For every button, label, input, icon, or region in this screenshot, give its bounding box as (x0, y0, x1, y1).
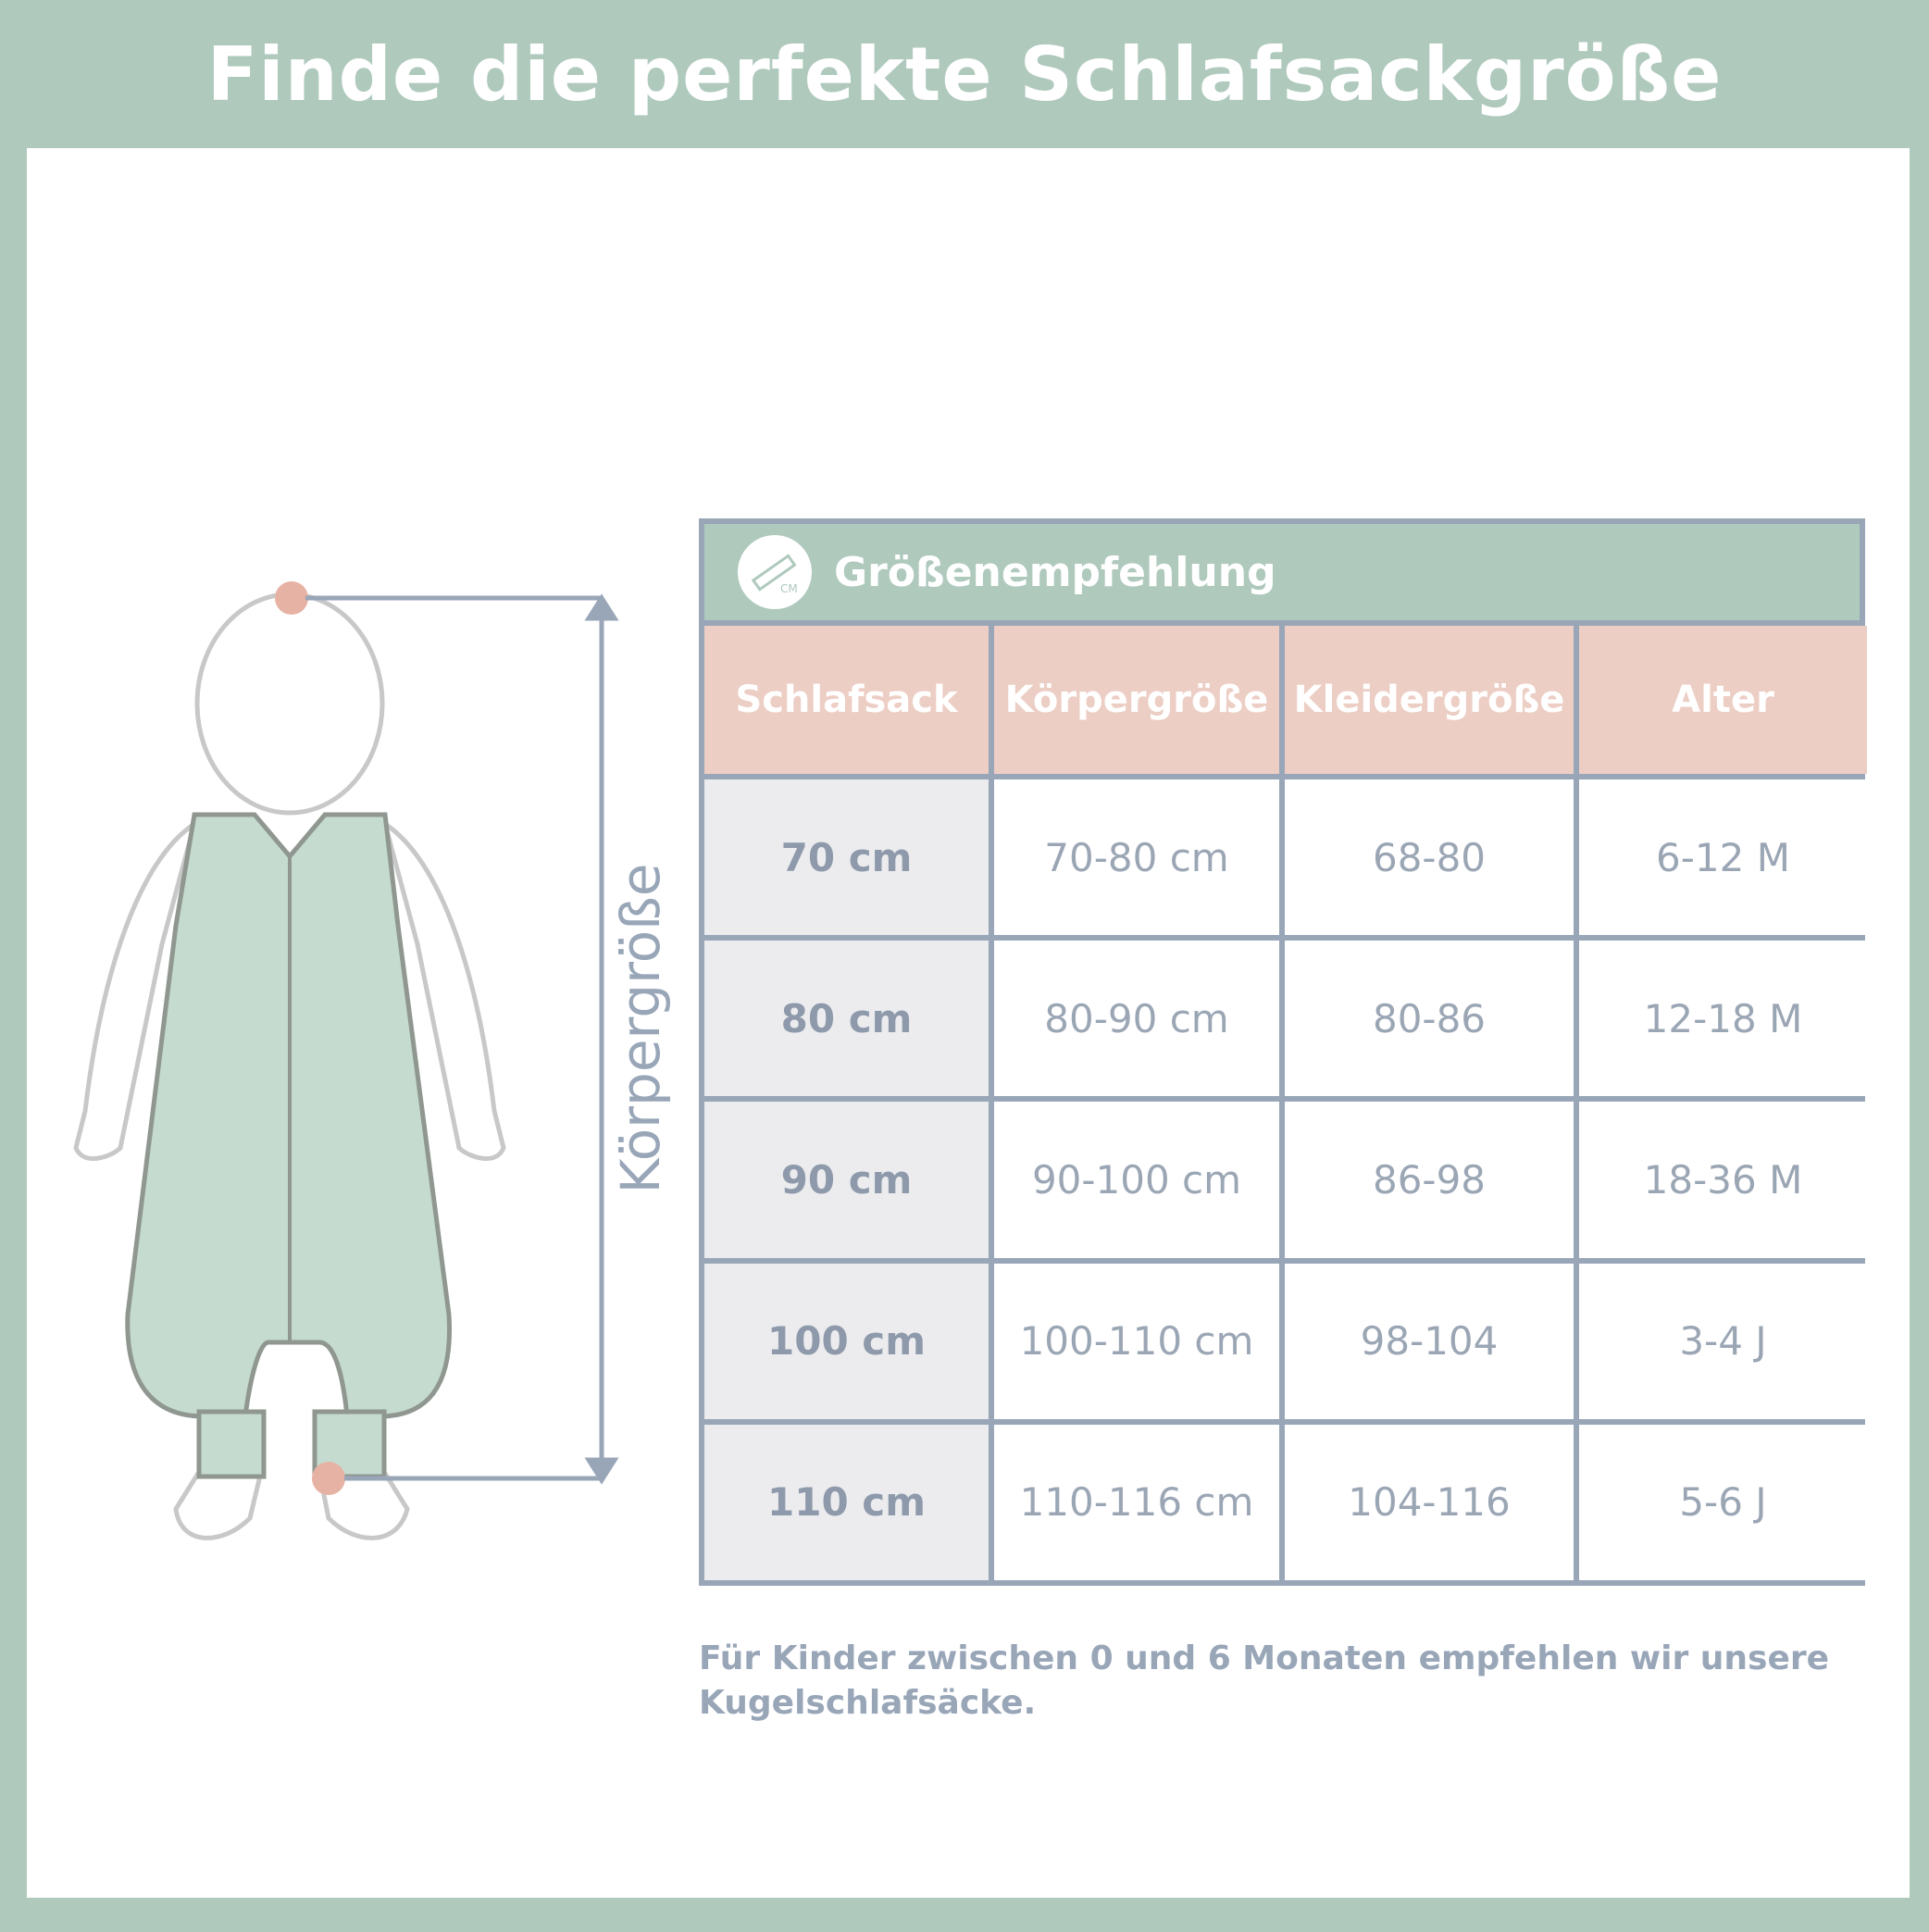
svg-text:CM: CM (780, 582, 798, 595)
table-cell: 5-6 J (1579, 1424, 1867, 1580)
column-header: Kleidergröße (1285, 626, 1574, 774)
table-cell: 98-104 (1285, 1263, 1574, 1419)
arrow-down-icon (584, 1457, 619, 1485)
row-header: 110 cm (704, 1424, 989, 1580)
arrow-up-icon (584, 593, 619, 621)
baby-sleepsack-illustration (73, 581, 619, 1540)
table-cell: 90-100 cm (994, 1102, 1279, 1258)
table-heading: Größenempfehlung (834, 548, 1276, 596)
column-header: Schlafsack (704, 626, 989, 774)
table-header-bar: CM Größenempfehlung (704, 524, 1860, 620)
table-cell: 100-110 cm (994, 1263, 1279, 1419)
table-cell: 86-98 (1285, 1102, 1574, 1258)
table-cell: 3-4 J (1579, 1263, 1867, 1419)
ruler-cm-icon: CM (738, 535, 812, 609)
column-header: Alter (1579, 626, 1867, 774)
row-header: 100 cm (704, 1263, 989, 1419)
table-cell: 110-116 cm (994, 1424, 1279, 1580)
table-cell: 68-80 (1285, 779, 1574, 936)
page-title: Finde die perfekte Schlafsackgröße (206, 31, 1723, 118)
table-cell: 18-36 M (1579, 1102, 1867, 1258)
row-header: 70 cm (704, 779, 989, 936)
table-cell: 80-86 (1285, 941, 1574, 1097)
table-grid: Schlafsack Körpergröße Kleidergröße Alter 70… (704, 626, 1867, 1580)
table-cell: 80-90 cm (994, 941, 1279, 1097)
row-header: 80 cm (704, 941, 989, 1097)
height-measure-label: Körpergröße (609, 863, 672, 1194)
row-header: 90 cm (704, 1102, 989, 1258)
foot-marker (312, 1462, 345, 1495)
column-header: Körpergröße (994, 626, 1279, 774)
table-cell: 6-12 M (1579, 779, 1867, 936)
table-cell: 70-80 cm (994, 779, 1279, 936)
table-cell: 104-116 (1285, 1424, 1574, 1580)
head-marker (275, 581, 308, 615)
footnote: Für Kinder zwischen 0 und 6 Monaten empf… (699, 1639, 1830, 1722)
size-table: CM Größenempfehlung Schlafsack Körpergröß… (699, 518, 1867, 1586)
table-cell: 12-18 M (1579, 941, 1867, 1097)
